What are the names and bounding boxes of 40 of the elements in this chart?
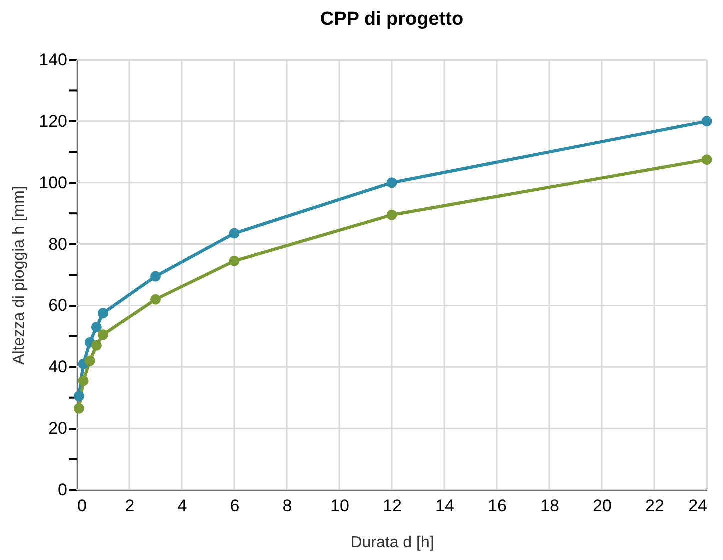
point: [386, 178, 398, 188]
x-tick-label: 4: [178, 496, 188, 516]
y-tick-label: 120: [39, 112, 68, 131]
y-tick-label: 40: [48, 358, 68, 377]
x-axis-title: Durata d [h]: [350, 534, 434, 552]
x-tick-label: 0: [78, 496, 87, 516]
x-tick-label: 2: [125, 496, 135, 516]
y-tick-label: 80: [48, 234, 68, 254]
x-tick-label: 16: [488, 496, 507, 516]
y-tick-label: 0: [58, 480, 68, 500]
point: [78, 376, 89, 386]
x-tick-label: 18: [540, 496, 560, 516]
point: [84, 356, 96, 366]
y-tick-label: 60: [48, 296, 68, 316]
x-tick-label: 14: [436, 496, 454, 516]
y-tick-label: 20: [48, 419, 68, 438]
point: [702, 116, 712, 127]
y-axis-title: Altezza di pioggia h [mm]: [11, 186, 28, 365]
x-tick-label: 22: [646, 496, 664, 516]
point: [229, 256, 240, 266]
point: [98, 308, 108, 319]
point: [74, 403, 84, 414]
point: [229, 228, 240, 239]
point: [91, 322, 102, 332]
point: [386, 210, 398, 220]
x-tick-label: 20: [593, 496, 612, 516]
point: [91, 340, 102, 351]
chart-title: CPP di progetto: [320, 9, 464, 30]
point: [98, 330, 108, 340]
x-tick-label: 10: [330, 496, 350, 516]
y-tick-label: 100: [39, 173, 68, 192]
y-tick-label: 140: [39, 50, 68, 70]
point: [150, 271, 161, 282]
x-tick-label: 8: [282, 496, 292, 516]
x-tick-label: 24: [688, 496, 708, 516]
x-tick-label: 12: [383, 496, 402, 516]
point: [74, 391, 84, 402]
x-tick-label: 6: [230, 496, 240, 516]
point: [150, 294, 161, 305]
point: [702, 154, 712, 166]
